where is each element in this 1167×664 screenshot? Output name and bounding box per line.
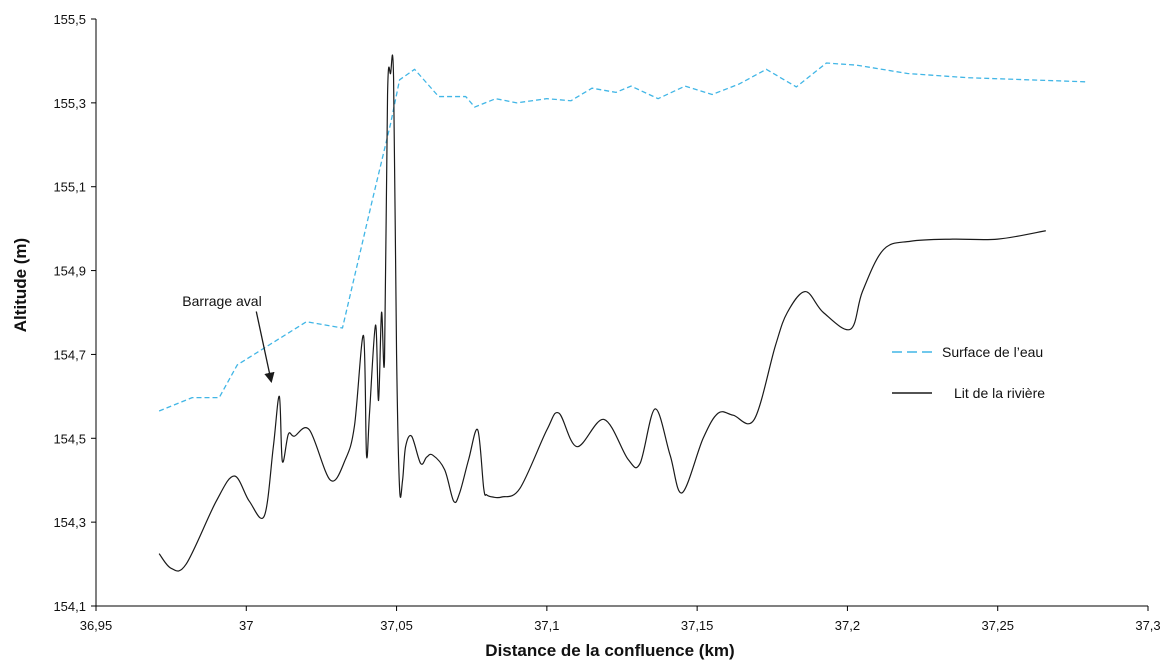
series-line-lit [158,54,1046,572]
y-tick-label: 154,7 [53,347,86,362]
legend-label-lit: Lit de la rivière [954,385,1045,401]
legend-label-surface: Surface de l’eau [942,344,1043,360]
y-tick-label: 154,9 [53,264,86,279]
x-axis-title: Distance de la confluence (km) [485,641,734,660]
y-tick-label: 155,5 [53,12,86,27]
y-tick-labels: 154,1 154,3 154,5 154,7 154,9 155,1 155,3 155,5 [53,12,96,614]
annotation-arrow [255,311,275,384]
data-series [158,54,1088,572]
y-axis-title: Altitude (m) [11,238,30,332]
x-tick-label: 37 [239,618,253,633]
y-tick-label: 154,1 [53,599,86,614]
x-tick-labels: 36,95 37 37,05 37,1 37,15 37,2 37,25 37,3 [80,606,1161,633]
x-tick-label: 37,1 [534,618,559,633]
x-tick-label: 36,95 [80,618,113,633]
y-tick-label: 154,3 [53,515,86,530]
series-line-surface [158,62,1088,412]
x-tick-label: 37,15 [681,618,714,633]
y-tick-label: 154,5 [53,431,86,446]
chart-axes [95,19,1148,607]
y-tick-label: 155,1 [53,180,86,195]
annotation-label: Barrage aval [182,293,261,309]
x-tick-label: 37,2 [835,618,860,633]
x-tick-label: 37,25 [981,618,1014,633]
y-tick-label: 155,3 [53,96,86,111]
legend: Surface de l’eau Lit de la rivière [892,344,1045,401]
x-tick-label: 37,05 [380,618,413,633]
annotation: Barrage aval [182,293,275,384]
x-tick-label: 37,3 [1135,618,1160,633]
